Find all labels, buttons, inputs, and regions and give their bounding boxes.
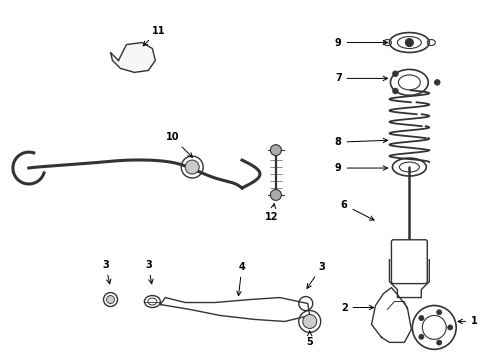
Text: 12: 12 bbox=[265, 204, 279, 222]
Text: 3: 3 bbox=[102, 260, 111, 284]
Polygon shape bbox=[111, 42, 155, 72]
Circle shape bbox=[437, 310, 441, 315]
Text: 10: 10 bbox=[166, 132, 193, 157]
Text: 3: 3 bbox=[307, 262, 325, 288]
Text: 2: 2 bbox=[341, 302, 373, 312]
FancyBboxPatch shape bbox=[392, 240, 427, 284]
Circle shape bbox=[419, 316, 424, 320]
Text: 9: 9 bbox=[335, 37, 388, 48]
Text: 6: 6 bbox=[341, 200, 374, 220]
Circle shape bbox=[419, 334, 424, 339]
Text: 11: 11 bbox=[143, 26, 165, 46]
Text: 7: 7 bbox=[335, 73, 388, 84]
Circle shape bbox=[303, 315, 317, 328]
Circle shape bbox=[185, 160, 199, 174]
Text: 3: 3 bbox=[145, 260, 153, 284]
Text: 4: 4 bbox=[237, 262, 245, 296]
Text: 5: 5 bbox=[306, 331, 313, 347]
Circle shape bbox=[106, 296, 115, 303]
Circle shape bbox=[270, 189, 281, 201]
Circle shape bbox=[392, 88, 398, 94]
Circle shape bbox=[437, 340, 441, 345]
Text: 9: 9 bbox=[335, 163, 388, 173]
Circle shape bbox=[270, 145, 281, 156]
Text: 1: 1 bbox=[458, 316, 478, 327]
Circle shape bbox=[435, 80, 440, 85]
Text: 8: 8 bbox=[335, 137, 388, 147]
Circle shape bbox=[405, 39, 414, 46]
Circle shape bbox=[448, 325, 453, 330]
Circle shape bbox=[392, 71, 398, 77]
